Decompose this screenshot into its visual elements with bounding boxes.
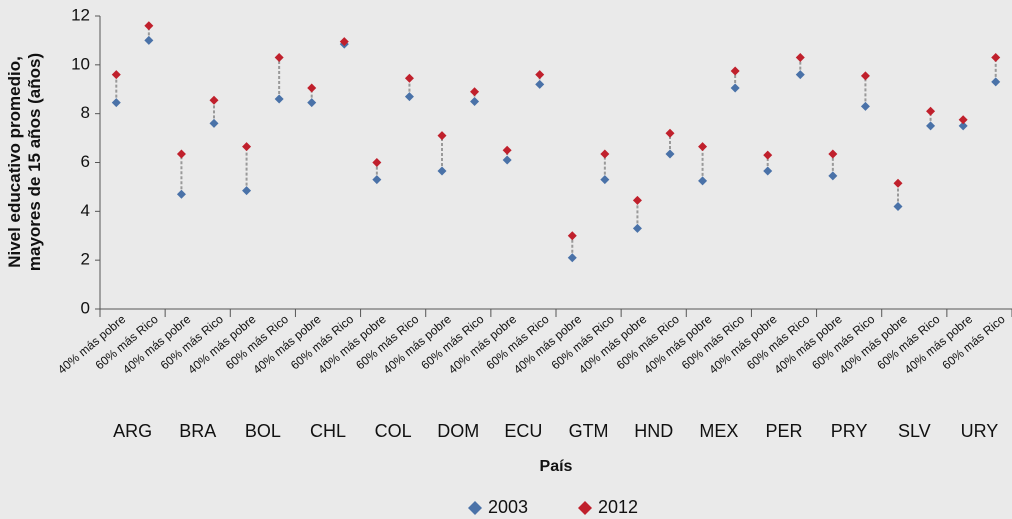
data-point <box>502 145 512 155</box>
country-label: BRA <box>179 421 216 441</box>
y-tick-label: 0 <box>81 298 90 317</box>
y-tick-label: 4 <box>81 201 90 220</box>
data-point <box>632 223 642 233</box>
data-point <box>535 79 545 89</box>
data-point <box>404 73 414 83</box>
data-point <box>991 53 1001 63</box>
data-point <box>893 178 903 188</box>
data-point <box>730 83 740 93</box>
y-axis-title: Nivel educativo promedio,mayores de 15 a… <box>5 53 44 271</box>
data-point <box>176 189 186 199</box>
country-label: ARG <box>113 421 152 441</box>
data-point <box>470 87 480 97</box>
data-point <box>795 53 805 63</box>
country-label: PER <box>765 421 802 441</box>
data-point <box>274 94 284 104</box>
data-point <box>958 115 968 125</box>
data-point <box>470 96 480 106</box>
data-point <box>926 121 936 131</box>
data-point <box>404 92 414 102</box>
country-label: MEX <box>699 421 738 441</box>
data-point <box>307 83 317 93</box>
country-label: CHL <box>310 421 346 441</box>
data-point <box>437 131 447 141</box>
data-point <box>567 253 577 263</box>
data-point <box>926 106 936 116</box>
data-point <box>111 70 121 80</box>
data-point <box>111 98 121 108</box>
y-tick-label: 6 <box>81 152 90 171</box>
data-point <box>372 158 382 167</box>
x-axis-title: País <box>540 458 573 475</box>
data-point <box>535 70 545 80</box>
y-tick-label: 10 <box>71 54 90 73</box>
legend-label: 2003 <box>488 497 528 517</box>
country-label: SLV <box>898 421 931 441</box>
data-point <box>567 231 577 241</box>
country-label: URY <box>961 421 999 441</box>
country-label: BOL <box>245 421 281 441</box>
data-point <box>893 201 903 211</box>
data-point <box>307 98 317 108</box>
country-label: COL <box>375 421 412 441</box>
legend-label: 2012 <box>598 497 638 517</box>
country-label: ECU <box>504 421 542 441</box>
data-point <box>274 53 284 63</box>
country-label: DOM <box>437 421 479 441</box>
data-point <box>502 155 512 165</box>
data-point <box>958 121 968 131</box>
data-point <box>144 35 154 45</box>
data-point <box>828 171 838 181</box>
data-point <box>209 118 219 128</box>
data-point <box>144 21 154 31</box>
data-point <box>632 195 642 205</box>
y-tick-label: 12 <box>71 5 90 24</box>
legend-marker <box>468 501 482 515</box>
data-point <box>763 166 773 176</box>
data-point <box>665 128 675 138</box>
data-point <box>828 149 838 159</box>
data-point <box>763 150 773 160</box>
data-point <box>860 101 870 111</box>
country-label: PRY <box>831 421 868 441</box>
data-point <box>372 175 382 185</box>
data-point <box>665 149 675 159</box>
data-point <box>242 186 252 196</box>
data-point <box>698 142 708 152</box>
data-point <box>339 37 349 47</box>
y-tick-label: 8 <box>81 103 90 122</box>
data-point <box>209 95 219 105</box>
data-point <box>600 175 610 185</box>
data-point <box>698 176 708 186</box>
data-point <box>991 77 1001 87</box>
country-label: HND <box>634 421 673 441</box>
country-label: GTM <box>569 421 609 441</box>
data-point <box>730 66 740 76</box>
data-point <box>860 71 870 81</box>
data-point <box>242 142 252 152</box>
y-tick-label: 2 <box>81 250 90 269</box>
data-point <box>437 166 447 176</box>
data-point <box>600 149 610 159</box>
legend-marker <box>578 501 592 515</box>
data-point <box>795 70 805 80</box>
data-point <box>176 149 186 159</box>
